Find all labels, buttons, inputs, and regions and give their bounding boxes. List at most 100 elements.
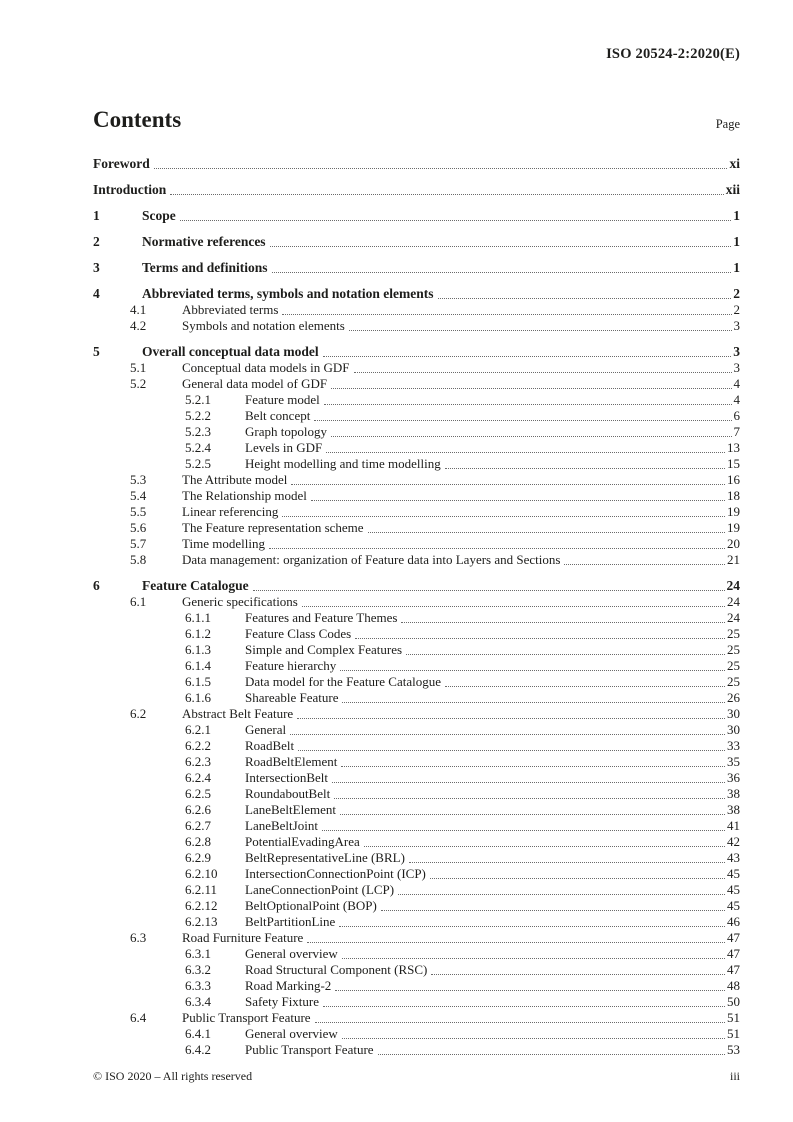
toc-entry-page: 1 xyxy=(733,234,740,249)
toc-entry-page: 38 xyxy=(727,786,740,801)
toc-entry: 6.2.10 IntersectionConnectionPoint (ICP) 4… xyxy=(93,866,740,882)
dot-leader xyxy=(326,451,725,453)
toc-entry: 6.4 Public Transport Feature 51 xyxy=(93,1010,740,1026)
toc-entry-number: 6.1.1 xyxy=(185,610,211,625)
dot-leader xyxy=(355,637,725,639)
toc-entry: Foreword xi xyxy=(93,156,740,172)
dot-leader xyxy=(564,563,725,565)
toc-entry-title: General data model of GDF xyxy=(182,376,328,391)
dot-leader xyxy=(445,685,725,687)
toc-entry-title: Data management: organization of Feature… xyxy=(182,552,561,567)
toc-entry-title: Belt concept xyxy=(245,408,311,423)
toc-entry-title: Time modelling xyxy=(182,536,265,551)
toc-entry-page: 46 xyxy=(727,914,740,929)
page-footer: © ISO 2020 – All rights reserved iii xyxy=(93,1069,740,1084)
toc-entry: 5.2.2 Belt concept 6 xyxy=(93,408,740,424)
toc-entry-page: 25 xyxy=(727,658,740,673)
toc-entry-page: 35 xyxy=(727,754,740,769)
toc-entry: 5.3 The Attribute model 16 xyxy=(93,472,740,488)
toc-entry-number: 5.2.2 xyxy=(185,408,211,423)
toc-entry-number: 6.1.2 xyxy=(185,626,211,641)
toc-entry-number: 5 xyxy=(93,344,100,359)
dot-leader xyxy=(314,419,732,421)
toc-entry: Introduction xii xyxy=(93,182,740,198)
toc-entry-title: Terms and definitions xyxy=(142,260,268,275)
toc-entry-number: 5.1 xyxy=(130,360,147,375)
toc-entry-page: 38 xyxy=(727,802,740,817)
toc-entry-number: 6.2.13 xyxy=(185,914,218,929)
toc-entry-page: 25 xyxy=(727,642,740,657)
toc-entry-number: 6.3.2 xyxy=(185,962,211,977)
dot-leader xyxy=(377,1053,725,1055)
toc-entry: 2 Normative references 1 xyxy=(93,234,740,250)
dot-leader xyxy=(321,829,725,831)
toc-entry-title: IntersectionBelt xyxy=(245,770,329,785)
toc-entry-page: 24 xyxy=(727,610,740,625)
toc-entry-page: 25 xyxy=(727,674,740,689)
toc-entry-title: Feature Catalogue xyxy=(142,578,249,593)
toc-entry-title: RoadBelt xyxy=(245,738,295,753)
dot-leader xyxy=(334,797,725,799)
toc-entry-number: 6.2.2 xyxy=(185,738,211,753)
toc-entry-page: 4 xyxy=(733,392,741,407)
dot-leader xyxy=(268,547,725,549)
dot-leader xyxy=(269,245,732,247)
toc-entry: 1 Scope 1 xyxy=(93,208,740,224)
toc-entry-title: Normative references xyxy=(142,234,266,249)
toc-entry-page: 18 xyxy=(727,488,740,503)
toc-entry-number: 5.2 xyxy=(130,376,147,391)
toc-entry-page: 20 xyxy=(727,536,740,551)
toc-entry-page: xi xyxy=(729,156,740,171)
toc-entry-title: The Relationship model xyxy=(182,488,307,503)
toc-entry-number: 6.2.8 xyxy=(185,834,211,849)
toc-entry: 6.2.3 RoadBeltElement 35 xyxy=(93,754,740,770)
dot-leader xyxy=(401,621,725,623)
toc-entry-page: 51 xyxy=(727,1026,740,1041)
toc-entry-number: 5.5 xyxy=(130,504,147,519)
toc-entry: 6.2.5 RoundaboutBelt 38 xyxy=(93,786,740,802)
toc-entry-number: 6.2.1 xyxy=(185,722,211,737)
toc-entry: 6.1.3 Simple and Complex Features 25 xyxy=(93,642,740,658)
toc-entry: 6.3.4 Safety Fixture 50 xyxy=(93,994,740,1010)
dot-leader xyxy=(271,271,732,273)
toc-entry: 6.2.9 BeltRepresentativeLine (BRL) 43 xyxy=(93,850,740,866)
toc-entry: 6.2.6 LaneBeltElement 38 xyxy=(93,802,740,818)
toc-entry-number: 6.2.3 xyxy=(185,754,211,769)
toc-entry-number: 5.2.4 xyxy=(185,440,211,455)
toc-entry-page: 3 xyxy=(733,318,741,333)
toc-entry-title: Introduction xyxy=(93,182,167,197)
toc-entry-title: RoadBeltElement xyxy=(245,754,338,769)
toc-entry-number: 2 xyxy=(93,234,100,249)
toc-entry: 6.2.8 PotentialEvadingArea 42 xyxy=(93,834,740,850)
toc-entry-number: 5.8 xyxy=(130,552,147,567)
toc-entry-page: 4 xyxy=(733,376,741,391)
toc-entry: 6 Feature Catalogue 24 xyxy=(93,578,740,594)
toc-entry-title: BeltOptionalPoint (BOP) xyxy=(245,898,377,913)
dot-leader xyxy=(282,515,725,517)
toc-entry-number: 6.1.6 xyxy=(185,690,211,705)
dot-leader xyxy=(332,781,725,783)
toc-entry-title: Public Transport Feature xyxy=(245,1042,374,1057)
dot-leader xyxy=(429,877,725,879)
dot-leader xyxy=(353,371,732,373)
toc-entry-page: 45 xyxy=(727,898,740,913)
dot-leader xyxy=(282,313,732,315)
toc-entry: 6.2.4 IntersectionBelt 36 xyxy=(93,770,740,786)
toc-entry-number: 3 xyxy=(93,260,100,275)
dot-leader xyxy=(323,403,732,405)
toc-entry: 6.4.1 General overview 51 xyxy=(93,1026,740,1042)
toc-entry-number: 4.1 xyxy=(130,302,147,317)
toc-entry: 3 Terms and definitions 1 xyxy=(93,260,740,276)
toc-entry-number: 6 xyxy=(93,578,100,593)
toc-entry-title: Scope xyxy=(142,208,176,223)
toc-entry: 6.3.1 General overview 47 xyxy=(93,946,740,962)
dot-leader xyxy=(380,909,725,911)
toc-entry-number: 6.2.9 xyxy=(185,850,211,865)
toc-entry-title: Feature hierarchy xyxy=(245,658,337,673)
dot-leader xyxy=(431,973,725,975)
toc-entry: 6.3.2 Road Structural Component (RSC) 47 xyxy=(93,962,740,978)
toc-entry-title: Foreword xyxy=(93,156,150,171)
toc-entry-number: 5.4 xyxy=(130,488,147,503)
toc-entry: 6.3 Road Furniture Feature 47 xyxy=(93,930,740,946)
